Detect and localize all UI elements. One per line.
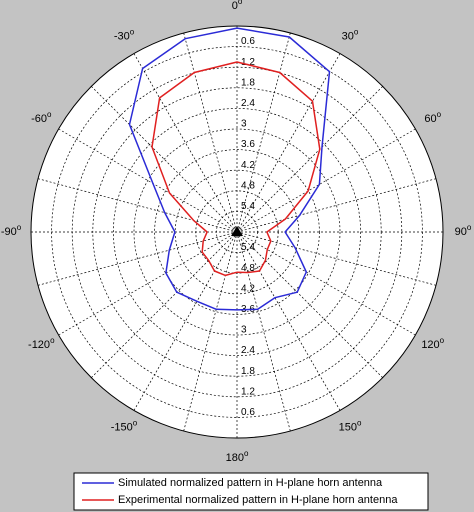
degree-symbol: o (357, 419, 362, 428)
theta-tick-label: 150o (339, 419, 362, 434)
degree-symbol: o (238, 0, 243, 6)
r-tick-label: 4.2 (241, 160, 255, 171)
ring-grid-line (195, 190, 279, 274)
r-tick-label: 1.2 (241, 57, 255, 68)
center-marker (231, 226, 243, 236)
legend-label: Simulated normalized pattern in H-plane … (118, 477, 383, 489)
ring-grid-line (51, 46, 423, 418)
theta-value: -30 (114, 30, 130, 42)
r-tick-label: 3 (241, 119, 247, 130)
r-tick-label: 1.8 (241, 366, 255, 377)
theta-tick-label: 0o (232, 0, 243, 12)
ring-grid-line (133, 128, 341, 336)
r-tick-label: 3.6 (241, 139, 255, 150)
r-tick-label: 4.8 (241, 180, 255, 191)
degree-symbol: o (437, 110, 442, 119)
r-tick-label: 4.8 (241, 263, 255, 274)
series-line (151, 61, 321, 277)
theta-value: -120 (28, 339, 50, 351)
degree-symbol: o (17, 223, 22, 232)
theta-tick-label: -150o (111, 419, 138, 434)
ring-grid-line (92, 87, 382, 377)
theta-value: -90 (1, 226, 17, 238)
r-tick-label: 0.6 (241, 407, 255, 418)
degree-symbol: o (47, 110, 52, 119)
theta-value: 90 (455, 226, 467, 238)
theta-value: 60 (424, 113, 436, 125)
ring-grid-line (71, 66, 403, 398)
r-tick-label: 0.6 (241, 36, 255, 47)
r-tick-label: 1.8 (241, 77, 255, 88)
theta-tick-label: 90o (455, 223, 472, 238)
degree-symbol: o (130, 27, 135, 36)
legend-label: Experimental normalized pattern in H-pla… (118, 494, 398, 506)
theta-value: 30 (342, 30, 354, 42)
r-tick-label: 4.2 (241, 283, 255, 294)
degree-symbol: o (50, 336, 55, 345)
theta-tick-label: 30o (342, 27, 359, 42)
degree-symbol: o (244, 449, 249, 458)
ring-grid-line (113, 108, 361, 356)
r-tick-label: 2.4 (241, 98, 255, 109)
r-tick-label: 3 (241, 325, 247, 336)
theta-value: 120 (421, 339, 439, 351)
r-tick-label: 5.4 (241, 201, 255, 212)
r-tick-label: 2.4 (241, 345, 255, 356)
theta-tick-label: 60o (424, 110, 441, 125)
theta-tick-label: -60o (31, 110, 52, 125)
outer-ring (30, 25, 444, 439)
theta-tick-label: 120o (421, 336, 444, 351)
theta-value: 0 (232, 0, 238, 12)
ring-grid-line (154, 149, 320, 315)
ring-grid-line (216, 211, 258, 253)
theta-tick-label: 180o (226, 449, 249, 464)
theta-value: -150 (111, 422, 133, 434)
theta-tick-label: -90o (1, 223, 22, 238)
degree-symbol: o (440, 336, 445, 345)
theta-value: 180 (226, 452, 244, 464)
degree-symbol: o (354, 27, 359, 36)
series-line (128, 27, 331, 311)
legend-box (73, 472, 429, 511)
degree-symbol: o (133, 419, 138, 428)
theta-value: 150 (339, 422, 357, 434)
theta-value: -60 (31, 113, 47, 125)
degree-symbol: o (467, 223, 472, 232)
theta-tick-label: -120o (28, 336, 55, 351)
theta-tick-label: -30o (114, 27, 135, 42)
r-tick-label: 1.2 (241, 386, 255, 397)
r-tick-label: 5.4 (241, 242, 255, 253)
